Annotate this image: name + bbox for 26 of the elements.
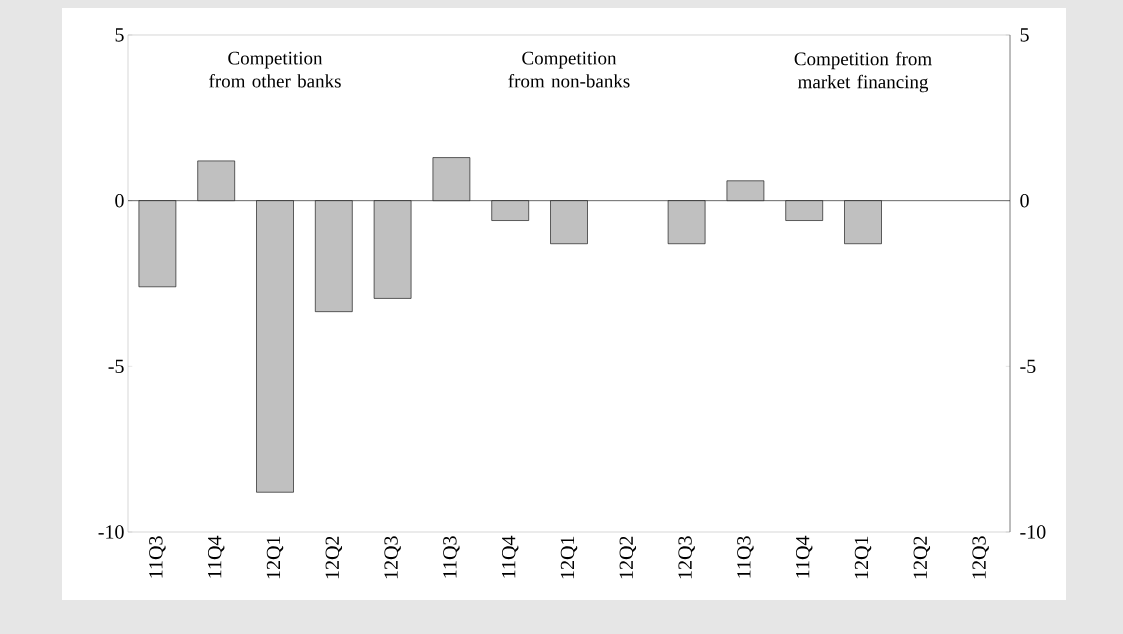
annotation: Competition from market financing [794,51,932,93]
x-tick-label: 12Q1 [854,536,872,579]
y-tick-label: 0 [115,193,124,208]
x-tick-label: 12Q3 [384,536,401,579]
y2-tick-label: -5 [1020,359,1036,373]
x-tick-label: 11Q3 [149,536,166,578]
y-tick-label: -5 [108,359,124,373]
x-tick-label: 12Q2 [913,536,931,579]
x-tick-label: 12Q2 [325,536,343,579]
x-tick-label: 12Q3 [678,536,695,579]
x-tick-label: 12Q3 [972,536,989,579]
x-tick-label: 12Q1 [560,536,578,579]
y2-tick-label: -10 [1020,525,1046,539]
x-tick-label: 12Q2 [619,536,637,579]
y2-tick-label: 5 [1020,28,1029,42]
x-tick-label: 11Q4 [795,535,813,578]
annotation: Competition from non-banks [508,51,630,88]
x-tick-label: 11Q3 [443,536,460,578]
annotation: Competition from other banks [209,51,341,88]
x-tick-label: 12Q1 [266,536,284,579]
y-tick-label: 5 [115,28,124,42]
y2-tick-label: 0 [1020,193,1029,208]
y-tick-label: -10 [98,525,124,539]
x-tick-label: 11Q4 [207,535,225,578]
x-tick-label: 11Q4 [501,535,519,578]
x-tick-label: 11Q3 [737,536,754,578]
